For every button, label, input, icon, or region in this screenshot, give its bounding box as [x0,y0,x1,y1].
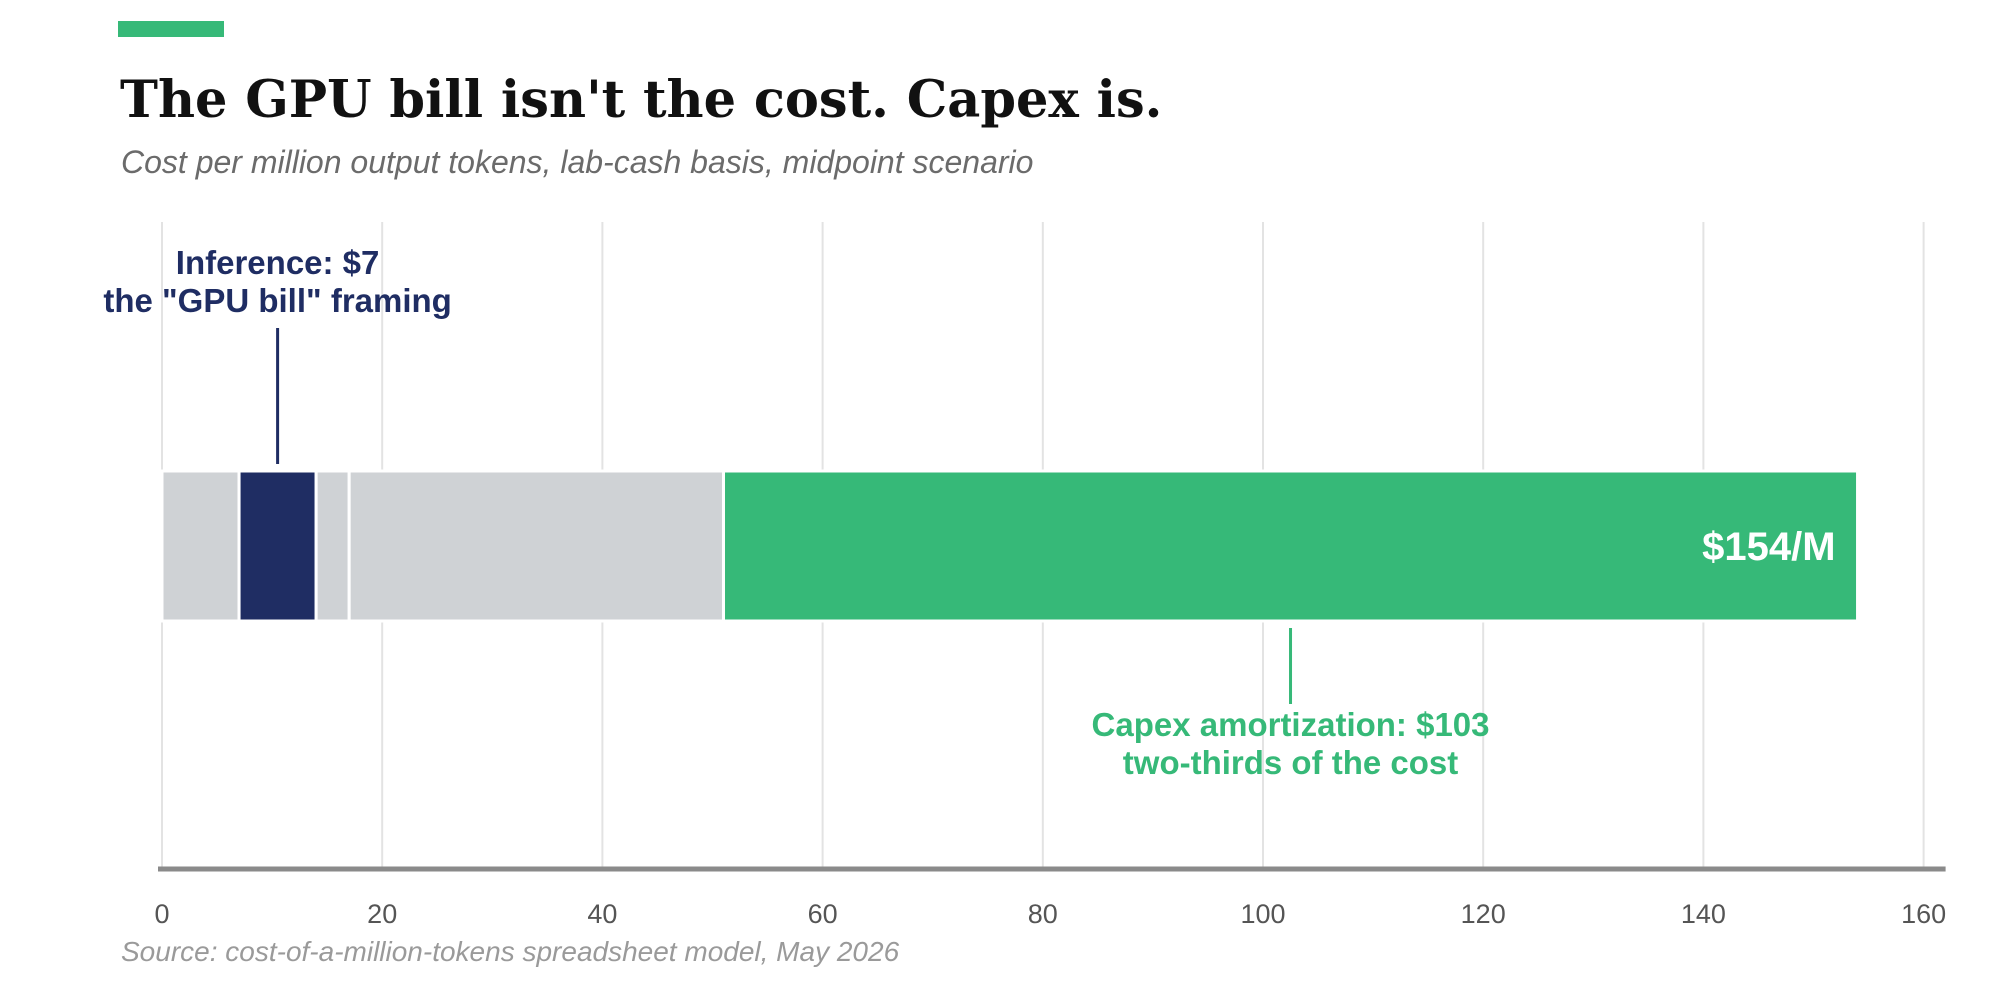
bar-segment [160,469,241,623]
chart-title: The GPU bill isn't the cost. Capex is. [120,70,1163,130]
total-value-label: $154/M [1702,525,1835,569]
annotation-label: Capex amortization: $103 [1092,706,1490,743]
x-tick-label: 140 [1681,899,1726,929]
x-tick-label: 0 [154,899,169,929]
chart-subtitle: Cost per million output tokens, lab-cash… [121,144,1034,180]
annotation-label: the "GPU bill" framing [103,282,451,319]
x-tick-label: 160 [1901,899,1946,929]
x-tick-label: 40 [587,899,617,929]
chart-source: Source: cost-of-a-million-tokens spreads… [121,936,900,967]
bar-segment [314,469,351,623]
bar-segment [347,469,726,623]
x-tick-label: 60 [808,899,838,929]
x-tick-label: 120 [1461,899,1506,929]
x-tick-label: 20 [367,899,397,929]
accent-bar [118,21,224,37]
bar-segment [237,469,318,623]
x-tick-label: 100 [1240,899,1285,929]
annotation-label: Inference: $7 [176,244,380,281]
bar-segment [722,469,1860,623]
annotation-label: two-thirds of the cost [1123,744,1458,781]
x-tick-label: 80 [1028,899,1058,929]
bar-segments: $154/M [160,469,1860,623]
x-axis: 0 20 40 60 80 100 120 140 160 [154,866,1946,929]
